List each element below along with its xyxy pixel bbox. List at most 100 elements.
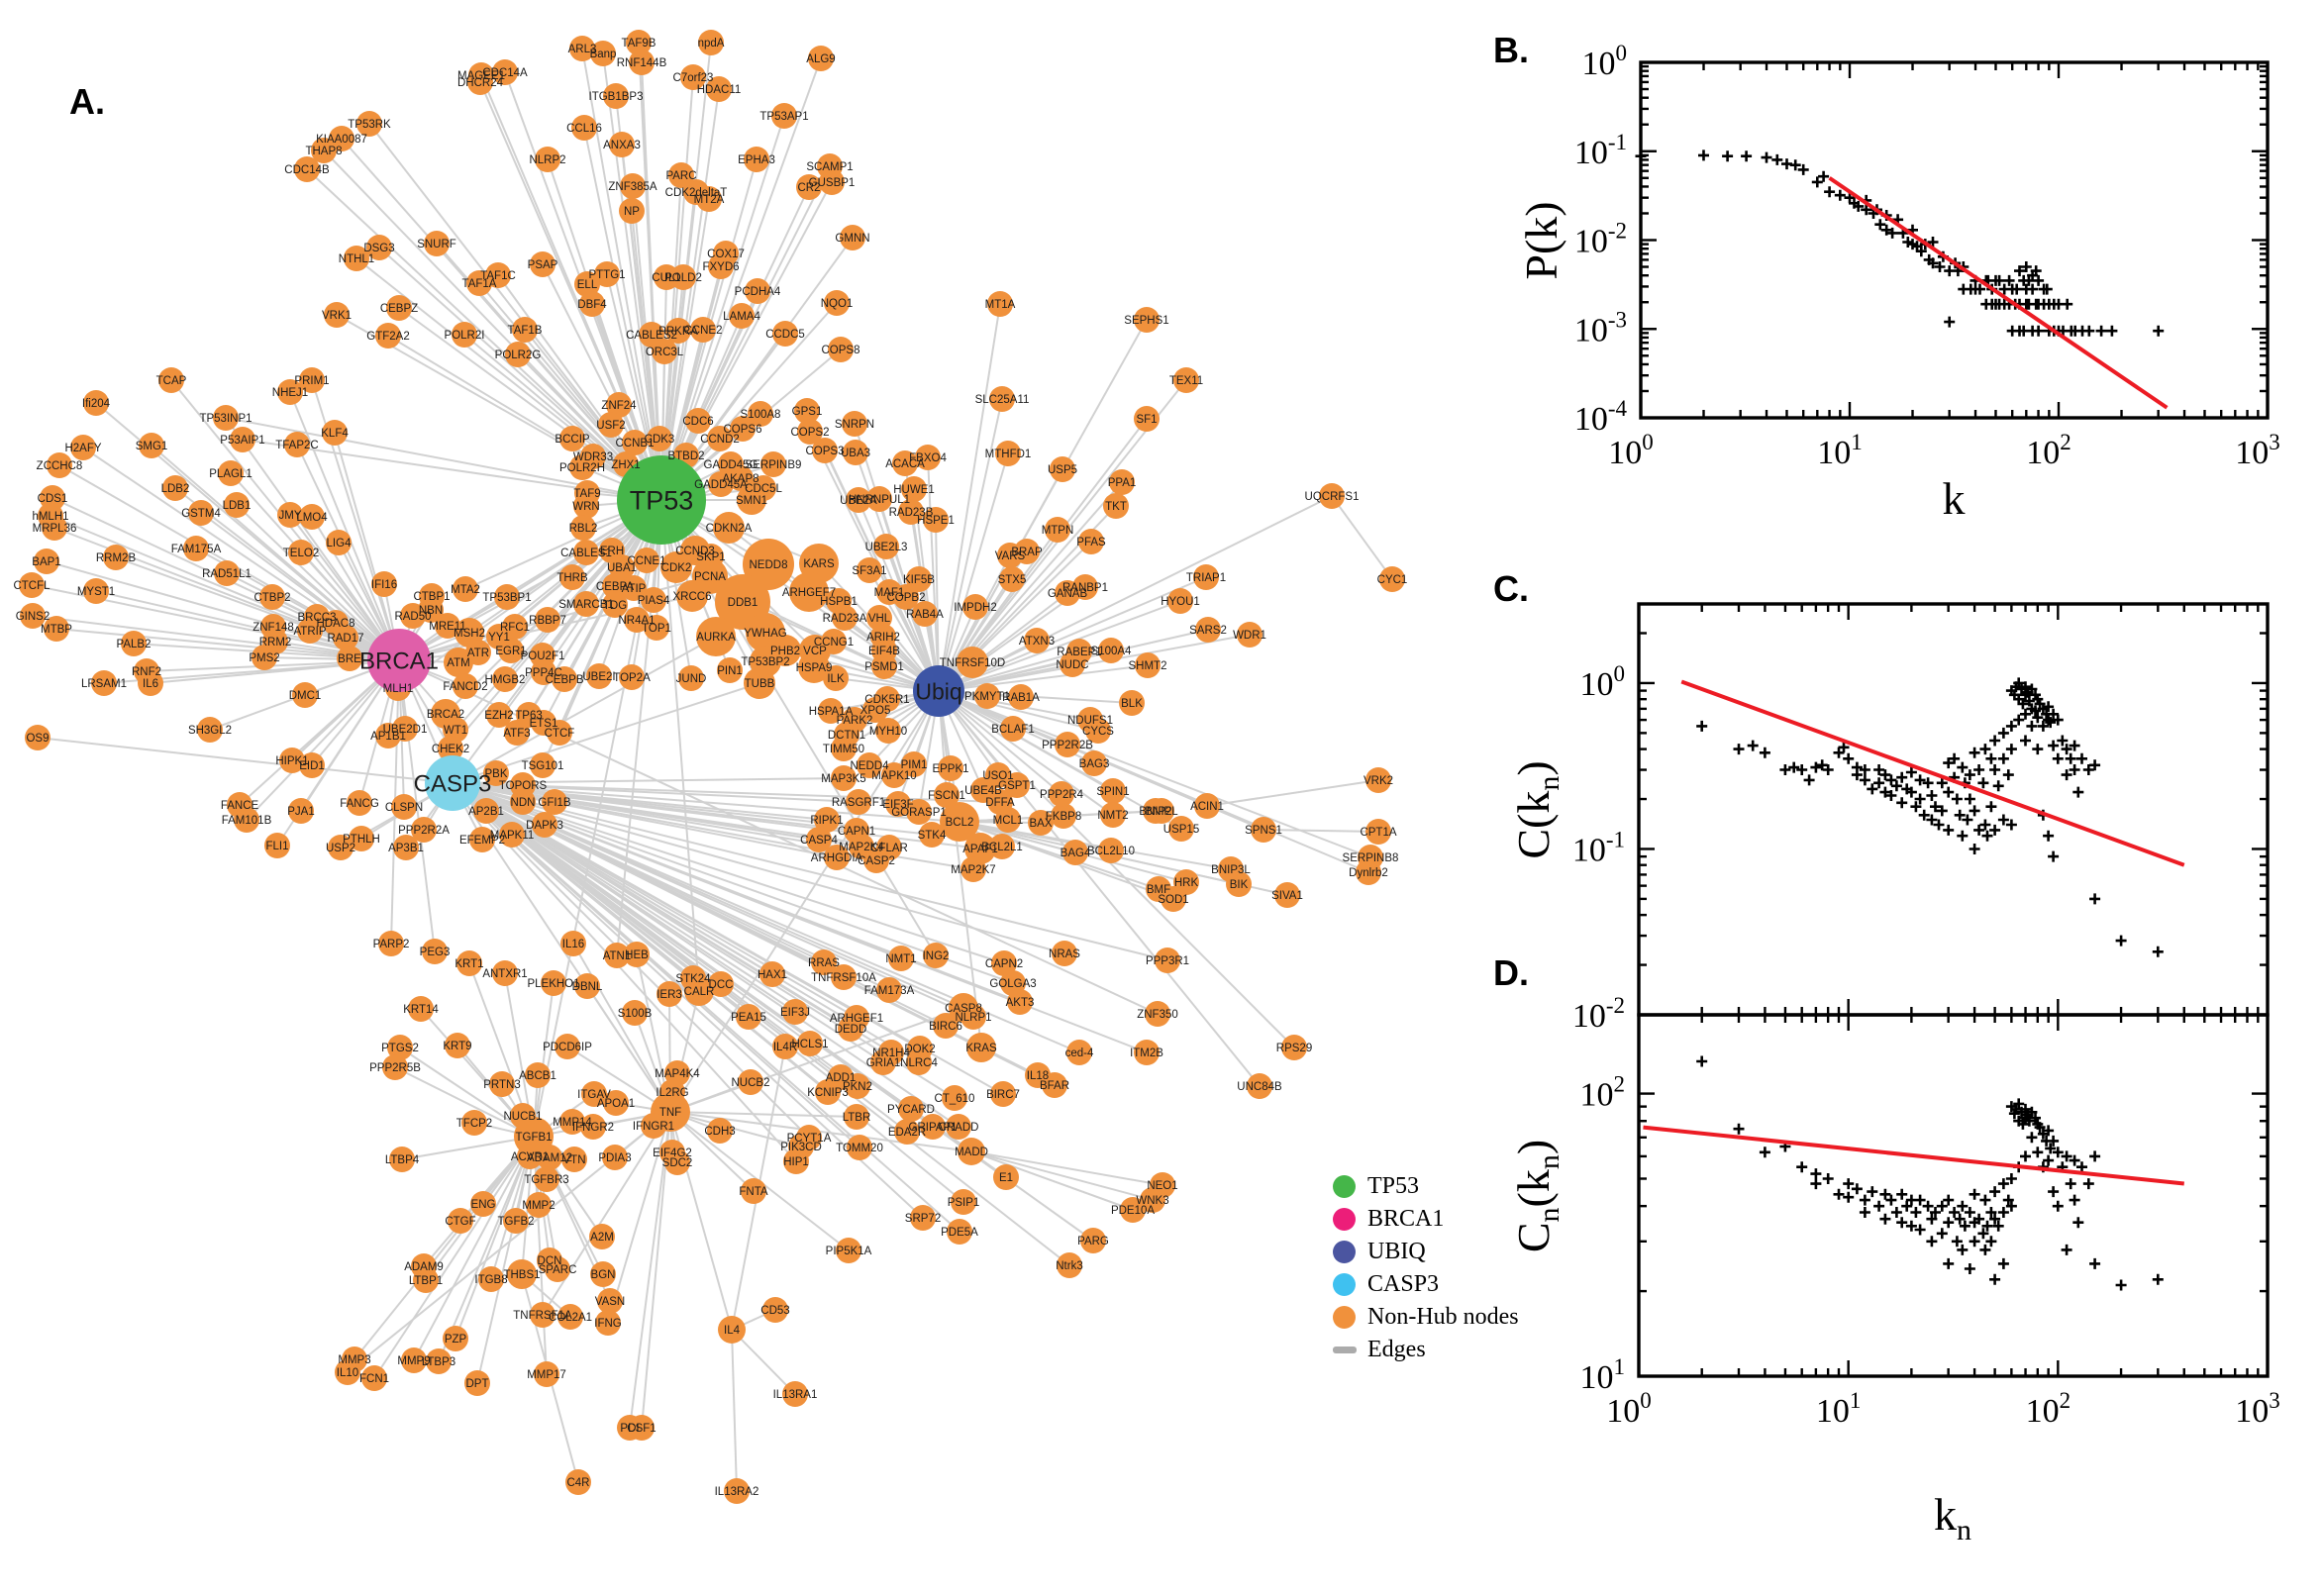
svg-text:TAF9: TAF9 — [573, 488, 600, 500]
svg-text:UBE4B: UBE4B — [964, 785, 1002, 797]
svg-text:MAP2K7: MAP2K7 — [951, 864, 995, 876]
ubiq-dot-icon — [1333, 1241, 1356, 1263]
svg-text:PBK: PBK — [484, 768, 507, 780]
svg-text:TKT: TKT — [1105, 501, 1127, 513]
svg-text:BNIPL: BNIPL — [1145, 806, 1178, 818]
svg-text:BMF: BMF — [1147, 884, 1170, 896]
network-nodes — [19, 30, 1405, 1504]
svg-text:PRTN3: PRTN3 — [483, 1079, 521, 1091]
svg-text:PLAGL1: PLAGL1 — [209, 468, 252, 480]
svg-text:ZNF24: ZNF24 — [601, 400, 637, 412]
svg-text:IL6: IL6 — [143, 678, 158, 690]
svg-text:ARL3: ARL3 — [568, 44, 597, 55]
svg-text:CTBP1: CTBP1 — [413, 591, 450, 603]
svg-text:LRSAM1: LRSAM1 — [81, 678, 127, 690]
svg-text:IFNG: IFNG — [594, 1318, 622, 1330]
svg-text:COPS2: COPS2 — [791, 427, 830, 439]
svg-text:BRAP: BRAP — [1011, 547, 1043, 558]
svg-text:S100A8: S100A8 — [741, 409, 781, 421]
svg-text:HRK: HRK — [1174, 877, 1199, 889]
svg-text:LTBP4: LTBP4 — [385, 1154, 420, 1166]
svg-text:PSMD1: PSMD1 — [864, 661, 904, 673]
svg-text:HNRNPUL1: HNRNPUL1 — [849, 494, 910, 506]
svg-text:RBBP7: RBBP7 — [529, 615, 566, 627]
svg-text:10-2: 10-2 — [1574, 219, 1627, 260]
svg-text:CASP2: CASP2 — [858, 855, 895, 867]
svg-text:MMP9: MMP9 — [397, 1355, 430, 1367]
svg-text:CCNB1: CCNB1 — [616, 438, 655, 449]
svg-text:BIRC6: BIRC6 — [929, 1021, 962, 1033]
brca1-dot-icon — [1333, 1208, 1356, 1231]
svg-text:NRAS: NRAS — [1049, 948, 1080, 960]
svg-text:PCDHA4: PCDHA4 — [735, 286, 781, 298]
svg-text:PRIM1: PRIM1 — [294, 375, 329, 387]
svg-text:DCN: DCN — [538, 1255, 562, 1267]
svg-text:BCL2L1: BCL2L1 — [981, 842, 1023, 853]
svg-text:ITGAV: ITGAV — [577, 1089, 611, 1101]
svg-text:NHEJ1: NHEJ1 — [272, 387, 308, 399]
svg-text:SMARCB1: SMARCB1 — [558, 599, 614, 611]
svg-text:ARHGDIA: ARHGDIA — [811, 852, 863, 864]
svg-text:PDIA3: PDIA3 — [598, 1152, 631, 1164]
svg-text:CDC14B: CDC14B — [284, 164, 330, 176]
svg-text:SERPINB8: SERPINB8 — [1343, 852, 1399, 864]
svg-text:CCDC5: CCDC5 — [765, 329, 805, 341]
svg-text:HAX1: HAX1 — [758, 969, 787, 981]
svg-text:XPO5: XPO5 — [860, 705, 891, 717]
svg-text:NEDD8: NEDD8 — [750, 559, 788, 571]
svg-text:WRN: WRN — [572, 501, 599, 513]
svg-text:COX17: COX17 — [707, 249, 745, 260]
svg-text:RRAS: RRAS — [808, 957, 840, 969]
svg-text:BRE: BRE — [338, 653, 361, 665]
svg-text:THBS1: THBS1 — [503, 1269, 540, 1281]
svg-text:BCLAF1: BCLAF1 — [991, 724, 1034, 736]
svg-text:PARK2: PARK2 — [837, 715, 873, 727]
svg-text:BIK: BIK — [1230, 879, 1249, 891]
svg-text:NLRC4: NLRC4 — [900, 1057, 938, 1069]
svg-text:PDE5A: PDE5A — [941, 1227, 978, 1239]
svg-text:STK24: STK24 — [675, 973, 711, 985]
svg-text:Ubiq: Ubiq — [915, 678, 961, 704]
svg-text:RFC1: RFC1 — [500, 622, 530, 634]
panel-label-b: B. — [1493, 30, 1529, 70]
svg-text:MMP17: MMP17 — [527, 1369, 566, 1381]
svg-text:IL13RA2: IL13RA2 — [715, 1486, 759, 1498]
svg-text:YY1: YY1 — [488, 632, 510, 644]
svg-text:AKAP8: AKAP8 — [722, 473, 758, 485]
legend-item-tp53: TP53 — [1333, 1170, 1519, 1203]
svg-text:POLR2H: POLR2H — [559, 462, 605, 474]
svg-text:FAM101B: FAM101B — [222, 815, 272, 827]
svg-text:DHCR24: DHCR24 — [457, 77, 504, 89]
svg-text:TP53BP2: TP53BP2 — [741, 656, 789, 668]
svg-text:ANTXR1: ANTXR1 — [482, 968, 527, 980]
svg-text:CDK3: CDK3 — [645, 434, 675, 446]
svg-text:CLSPN: CLSPN — [385, 802, 423, 814]
svg-text:PTTG1: PTTG1 — [588, 269, 625, 281]
svg-text:PTHLH: PTHLH — [343, 834, 380, 846]
svg-text:LTBR: LTBR — [843, 1112, 871, 1124]
svg-text:KRT9: KRT9 — [443, 1041, 471, 1052]
svg-text:THRB: THRB — [556, 572, 588, 584]
svg-text:CCNG1: CCNG1 — [814, 637, 854, 648]
svg-text:ATF3: ATF3 — [503, 728, 530, 740]
svg-text:CDH3: CDH3 — [704, 1126, 735, 1138]
svg-text:HEB: HEB — [625, 949, 649, 961]
svg-text:COL2A1: COL2A1 — [549, 1312, 592, 1324]
svg-text:CALR: CALR — [684, 986, 715, 998]
svg-text:MSH2: MSH2 — [454, 628, 485, 640]
svg-text:CDK5R1: CDK5R1 — [864, 694, 909, 706]
legend-item-edges: Edges — [1333, 1334, 1519, 1366]
svg-text:SNRPN: SNRPN — [835, 419, 874, 431]
svg-text:PHB2: PHB2 — [770, 646, 800, 657]
panel-label-c: C. — [1493, 568, 1529, 609]
svg-text:SMN1: SMN1 — [736, 495, 767, 507]
svg-text:GOLGA3: GOLGA3 — [989, 978, 1036, 990]
svg-text:BNIP2: BNIP2 — [1139, 806, 1171, 818]
svg-text:PIP5K1A: PIP5K1A — [826, 1246, 872, 1257]
svg-text:SPARC: SPARC — [539, 1264, 577, 1276]
svg-text:KRAS: KRAS — [965, 1043, 997, 1054]
svg-text:GSTM4: GSTM4 — [181, 508, 221, 520]
svg-text:GRIPAP1: GRIPAP1 — [909, 1122, 958, 1134]
